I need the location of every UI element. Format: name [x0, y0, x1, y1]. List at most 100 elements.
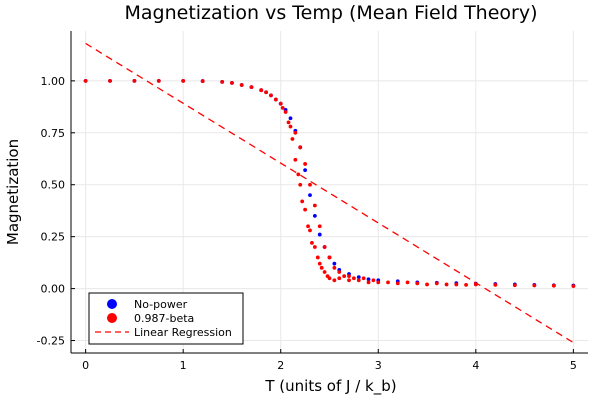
0-987-beta-point-2	[132, 78, 137, 83]
0-987-beta-point-19	[290, 137, 295, 141]
0-987-beta-point-59	[415, 281, 420, 286]
0-987-beta-point-69	[551, 283, 556, 288]
0-987-beta-point-48	[347, 278, 351, 283]
0-987-beta-point-26	[303, 207, 308, 212]
0-987-beta-point-51	[356, 278, 361, 283]
0-987-beta-point-22	[296, 172, 301, 177]
0-987-beta-point-68	[532, 283, 537, 288]
0-987-beta-point-25	[300, 199, 305, 204]
y-tick-label-2: 0.25	[41, 231, 66, 244]
chart-title: Magnetization vs Temp (Mean Field Theory…	[124, 2, 537, 24]
0-987-beta-point-53	[366, 280, 371, 285]
0-987-beta-point-1	[108, 78, 112, 83]
0-987-beta-point-54	[371, 278, 376, 283]
legend-no-power-marker	[107, 299, 117, 309]
0-987-beta-point-45	[337, 276, 342, 281]
y-tick-label-1: 0.00	[41, 283, 66, 296]
0-987-beta-point-8	[239, 83, 244, 87]
0-987-beta-point-62	[444, 282, 449, 287]
0-987-beta-point-13	[273, 97, 278, 102]
0-987-beta-point-64	[464, 282, 468, 287]
no-power-point-19	[303, 168, 308, 173]
0-987-beta-point-31	[310, 240, 314, 245]
0-987-beta-point-17	[286, 120, 291, 125]
0-987-beta-point-28	[306, 224, 310, 229]
0-987-beta-point-33	[312, 203, 317, 208]
0-987-beta-point-57	[395, 281, 400, 286]
0-987-beta-point-37	[319, 265, 324, 270]
0-987-beta-point-27	[303, 162, 308, 166]
0-987-beta-point-30	[308, 182, 312, 187]
0-987-beta-point-14	[278, 101, 283, 106]
y-tick-label-3: 0.50	[41, 179, 66, 192]
0-987-beta-point-29	[308, 228, 312, 233]
legend-regression-label: Linear Regression	[134, 326, 232, 339]
x-tick-label-1: 1	[180, 359, 187, 372]
0-987-beta-point-4	[181, 78, 186, 83]
legend-beta-marker	[107, 313, 117, 323]
0-987-beta-point-11	[264, 90, 268, 95]
0-987-beta-point-46	[337, 270, 342, 274]
0-987-beta-point-32	[312, 245, 317, 249]
x-tick-label-2: 2	[277, 359, 284, 372]
0-987-beta-point-38	[322, 270, 327, 274]
y-axis-title: Magnetization	[4, 139, 22, 245]
x-tick-label-4: 4	[472, 359, 479, 372]
0-987-beta-point-61	[434, 281, 439, 286]
0-987-beta-point-23	[298, 182, 303, 187]
0-987-beta-point-5	[200, 79, 205, 83]
legend-beta-label: 0.987-beta	[134, 312, 194, 325]
x-ticks: 0 1 2 3 4 5	[82, 349, 577, 372]
no-power-point-16	[288, 116, 293, 121]
x-axis-title: T (units of J / k_b)	[264, 377, 396, 396]
0-987-beta-point-9	[249, 85, 254, 89]
no-power-point-25	[332, 261, 337, 266]
0-987-beta-point-12	[269, 93, 273, 98]
no-power-point-21	[312, 213, 317, 218]
0-987-beta-point-41	[327, 276, 332, 281]
0-987-beta-point-7	[230, 81, 234, 85]
0-987-beta-point-15	[280, 105, 285, 110]
0-987-beta-point-42	[327, 255, 332, 260]
0-987-beta-point-70	[571, 284, 576, 289]
0-987-beta-point-16	[283, 110, 288, 114]
0-987-beta-point-58	[405, 280, 410, 285]
0-987-beta-point-50	[351, 276, 356, 281]
0-987-beta-point-56	[386, 280, 390, 285]
0-987-beta-point-60	[425, 282, 429, 287]
0-987-beta-point-34	[315, 255, 320, 260]
no-power-point-28	[356, 275, 361, 280]
0-987-beta-point-66	[493, 282, 498, 287]
0-987-beta-point-49	[347, 274, 351, 279]
0-987-beta-point-47	[342, 274, 347, 279]
x-tick-label-0: 0	[82, 359, 89, 372]
legend-no-power-label: No-power	[134, 298, 188, 311]
0-987-beta-point-18	[288, 124, 293, 129]
0-987-beta-point-63	[454, 282, 459, 287]
0-987-beta-point-35	[317, 261, 322, 266]
0-987-beta-point-52	[361, 276, 366, 281]
legend: No-power 0.987-beta Linear Regression	[88, 292, 244, 345]
0-987-beta-point-67	[512, 283, 517, 288]
0-987-beta-point-44	[332, 265, 337, 270]
x-tick-label-5: 5	[570, 359, 577, 372]
0-987-beta-point-36	[317, 224, 322, 229]
0-987-beta-point-21	[293, 130, 298, 135]
0-987-beta-point-6	[220, 79, 225, 84]
y-tick-label-4: 0.75	[41, 127, 66, 140]
0-987-beta-point-55	[376, 280, 381, 285]
no-power-point-20	[308, 193, 312, 198]
0-987-beta-point-10	[259, 88, 264, 93]
plot-series	[83, 42, 576, 344]
0-987-beta-point-0	[83, 78, 88, 83]
no-power-point-29	[366, 277, 371, 282]
0-987-beta-point-20	[293, 157, 298, 162]
0-987-beta-point-24	[298, 145, 303, 150]
0-987-beta-point-39	[322, 245, 327, 249]
0-987-beta-point-3	[156, 78, 161, 83]
x-tick-label-3: 3	[375, 359, 382, 372]
0-987-beta-point-43	[332, 278, 337, 283]
no-power-point-22	[317, 232, 322, 237]
y-tick-label-0: -0.25	[37, 335, 65, 348]
